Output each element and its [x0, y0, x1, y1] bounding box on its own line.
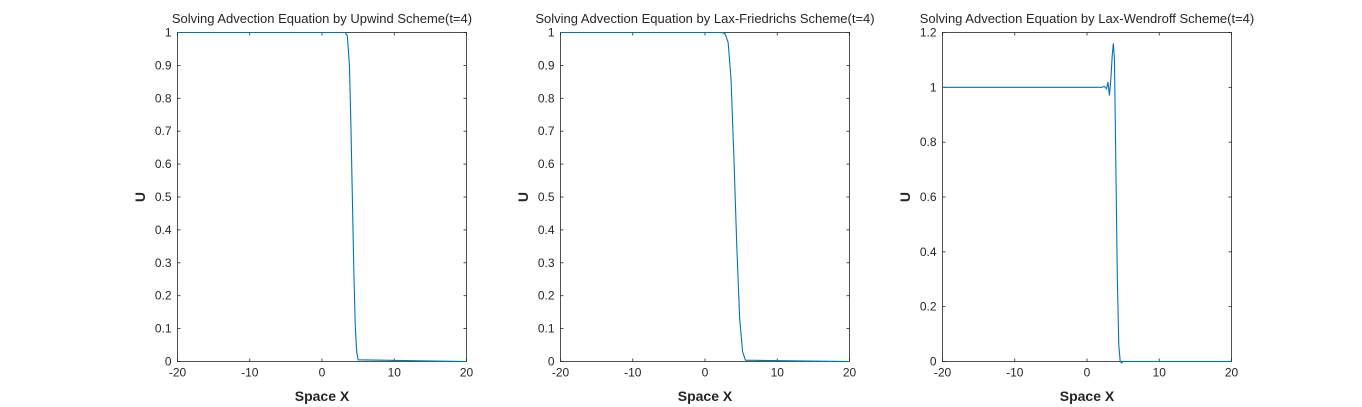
lax-wendroff-title: Solving Advection Equation by Lax-Wendro…: [920, 11, 1254, 26]
lax-wendroff-x-tick-label: -10: [1006, 366, 1024, 380]
lax-friedrichs-y-tick-label: 0.5: [538, 190, 555, 204]
upwind-x-tick-label: 20: [460, 366, 474, 380]
upwind-y-tick-label: 0.7: [155, 124, 172, 138]
upwind-y-tick-label: 0: [165, 355, 172, 369]
upwind-x-tick-label: 10: [388, 366, 402, 380]
lax-wendroff-x-tick-label: 20: [1225, 366, 1239, 380]
upwind-y-tick-label: 0.6: [155, 157, 172, 171]
lax-wendroff-x-tick-label: -20: [934, 366, 952, 380]
upwind-y-tick-label: 0.4: [155, 223, 172, 237]
upwind-x-axis-label: Space X: [295, 388, 350, 404]
lax-friedrichs-title: Solving Advection Equation by Lax-Friedr…: [535, 11, 874, 26]
lax-friedrichs-subplot: -20 -10 0 10 20 0 0.1 0.2 0.3 0.4 0.5 0.6 0.7 0.8 0.9 1…: [515, 11, 875, 404]
upwind-y-tick-label: 0.1: [155, 322, 172, 336]
lax-friedrichs-y-tick-label: 0.3: [538, 256, 555, 270]
upwind-y-tick-label: 0.5: [155, 190, 172, 204]
lax-wendroff-series-line: [942, 43, 1232, 364]
lax-wendroff-x-tick-label: 0: [1084, 366, 1091, 380]
lax-wendroff-x-axis-label: Space X: [1060, 388, 1115, 404]
upwind-ticks: -20 -10 0 10 20 0 0.1 0.2 0.3 0.4 0.5 0.6 0.7 0.8 0.9 1: [155, 26, 474, 380]
upwind-x-tick-label: -10: [241, 366, 259, 380]
lax-wendroff-y-axis-label: U: [897, 192, 913, 202]
lax-wendroff-y-tick-label: 0.6: [920, 190, 937, 204]
lax-friedrichs-y-tick-label: 0.1: [538, 322, 555, 336]
lax-friedrichs-x-tick-label: 0: [702, 366, 709, 380]
upwind-plot-area: [177, 32, 467, 362]
lax-wendroff-y-tick-label: 0.8: [920, 135, 937, 149]
upwind-x-tick-label: -20: [169, 366, 187, 380]
upwind-series-line: [177, 31, 467, 363]
lax-friedrichs-plot-area: [560, 32, 850, 362]
lax-friedrichs-ticks: -20 -10 0 10 20 0 0.1 0.2 0.3 0.4 0.5 0.6 0.7 0.8 0.9 1: [538, 26, 857, 380]
lax-wendroff-plot-area: [942, 32, 1232, 362]
lax-friedrichs-series-line: [560, 31, 850, 363]
upwind-subplot: -20 -10 0 10 20 0 0.1 0.2 0.3 0.4 0.5 0.6 0.7 0.8 0.9 1…: [132, 11, 473, 404]
lax-wendroff-y-tick-label: 1: [930, 80, 937, 94]
upwind-y-tick-label: 0.9: [155, 58, 172, 72]
lax-friedrichs-x-tick-label: -10: [624, 366, 642, 380]
lax-friedrichs-x-axis-label: Space X: [678, 388, 733, 404]
upwind-y-tick-label: 0.3: [155, 256, 172, 270]
lax-wendroff-y-tick-label: 1.2: [920, 26, 937, 40]
upwind-y-tick-label: 0.8: [155, 91, 172, 105]
upwind-title: Solving Advection Equation by Upwind Sch…: [172, 11, 472, 26]
lax-wendroff-subplot: -20 -10 0 10 20 0 0.2 0.4 0.6 0.8 1 1.2 Solving Adv…: [897, 11, 1254, 404]
upwind-y-tick-label: 1: [165, 26, 172, 40]
lax-friedrichs-x-tick-label: 10: [771, 366, 785, 380]
lax-wendroff-ticks: -20 -10 0 10 20 0 0.2 0.4 0.6 0.8 1 1.2: [920, 26, 1239, 380]
lax-friedrichs-y-tick-label: 1: [548, 26, 555, 40]
lax-friedrichs-y-tick-label: 0.7: [538, 124, 555, 138]
lax-friedrichs-y-tick-label: 0.8: [538, 91, 555, 105]
lax-friedrichs-y-tick-label: 0: [548, 355, 555, 369]
lax-friedrichs-y-tick-label: 0.2: [538, 289, 555, 303]
lax-friedrichs-y-tick-label: 0.4: [538, 223, 555, 237]
lax-friedrichs-x-tick-label: -20: [552, 366, 570, 380]
lax-friedrichs-y-tick-label: 0.9: [538, 58, 555, 72]
lax-friedrichs-x-tick-label: 20: [843, 366, 857, 380]
lax-wendroff-y-tick-label: 0: [930, 355, 937, 369]
lax-wendroff-y-tick-label: 0.4: [920, 245, 937, 259]
upwind-y-axis-label: U: [132, 192, 148, 202]
lax-friedrichs-y-axis-label: U: [515, 192, 531, 202]
upwind-y-tick-label: 0.2: [155, 289, 172, 303]
lax-wendroff-x-tick-label: 10: [1153, 366, 1167, 380]
lax-friedrichs-y-tick-label: 0.6: [538, 157, 555, 171]
lax-wendroff-y-tick-label: 0.2: [920, 300, 937, 314]
upwind-x-tick-label: 0: [319, 366, 326, 380]
